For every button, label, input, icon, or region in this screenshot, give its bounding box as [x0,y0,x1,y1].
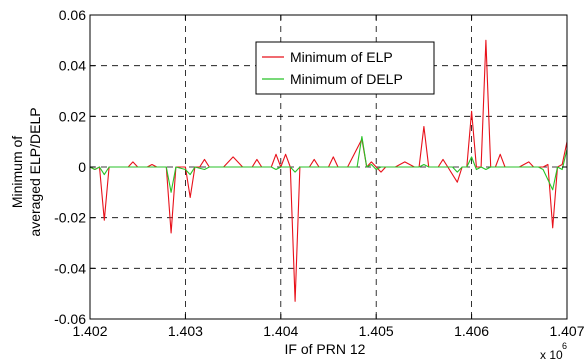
x-multiplier-exponent: 6 [562,341,567,351]
y-tick-label: -0.06 [54,311,86,327]
legend-box [255,41,435,95]
y-tick-label: -0.04 [54,260,86,276]
y-tick-label: -0.02 [54,210,86,226]
x-multiplier-base: x 10 [540,348,563,362]
x-tick-label: 1.407 [549,323,584,339]
y-axis-label-line-2: averaged ELP/DELP [27,107,43,236]
x-tick-label: 1.402 [72,323,107,339]
tick-labels: 1.402 1.403 1.404 1.405 1.406 1.407 0.06 0.04 0.… [54,7,585,339]
y-tick-label: 0 [78,159,86,175]
x-tick-label: 1.403 [168,323,203,339]
y-tick-label: 0.02 [59,108,86,124]
legend-label-delp: Minimum of DELP [290,71,403,87]
x-tick-label: 1.405 [359,323,394,339]
legend-label-elp: Minimum of ELP [290,49,393,65]
series-layer [89,39,568,302]
x-tick-label: 1.404 [263,323,298,339]
y-tick-label: 0.04 [59,58,86,74]
x-tick-label: 1.406 [454,323,489,339]
y-axis-label: Minimum of averaged ELP/DELP [9,107,43,236]
legend: Minimum of ELP Minimum of DELP [255,41,435,95]
ticks [89,14,568,320]
series-line-minimum-of-elp [89,39,568,302]
y-axis-label-line-1: Minimum of [9,136,25,208]
x-axis-label: IF of PRN 12 [285,341,366,357]
series-line-minimum-of-delp [89,136,568,193]
y-tick-label: 0.06 [59,7,86,23]
